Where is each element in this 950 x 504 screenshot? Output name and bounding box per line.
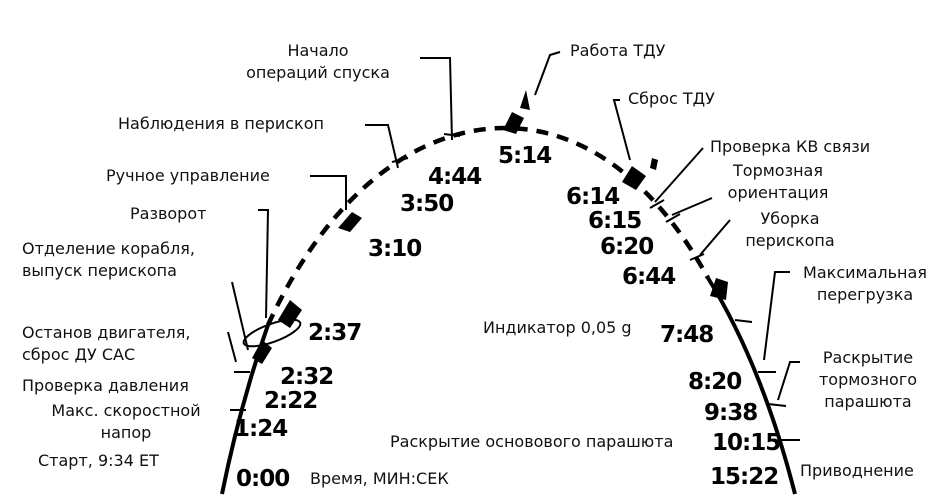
labels: Начало операций спуска Работа ТДУ Сброс Т… <box>22 41 927 488</box>
label-line: операций спуска <box>246 63 390 82</box>
label: Раскрытие тормозного парашюта <box>819 348 917 411</box>
time: 7:48 <box>660 322 713 348</box>
time: 6:15 <box>588 208 641 234</box>
time: 0:00 <box>236 466 289 492</box>
label: Начало операций спуска <box>246 41 390 82</box>
leader <box>227 331 237 363</box>
label: Ручное управление <box>106 166 270 185</box>
label: Сброс ТДУ <box>628 89 715 108</box>
label: Старт, 9:34 ET <box>38 451 159 470</box>
time: 2:32 <box>280 364 333 390</box>
label-line: ориентация <box>728 183 829 202</box>
flame <box>520 90 530 110</box>
time: 2:22 <box>264 388 317 414</box>
leaders <box>227 51 800 441</box>
label-line: выпуск перископа <box>22 261 177 280</box>
label: Уборка перископа <box>745 209 834 250</box>
label-line: напор <box>101 423 152 442</box>
time: 1:24 <box>234 416 287 442</box>
leader <box>231 281 249 351</box>
leader <box>258 209 270 319</box>
leader <box>699 219 731 256</box>
label-line: парашюта <box>824 392 911 411</box>
time: 9:38 <box>704 400 757 426</box>
label-line: перископа <box>745 231 834 250</box>
label-line: Уборка <box>760 209 819 228</box>
label-line: Макс. скоростной <box>51 401 200 420</box>
capsule <box>252 340 272 364</box>
label-line: Начало <box>287 41 348 60</box>
label: Наблюдения в перископ <box>118 114 324 133</box>
time: 15:22 <box>710 464 778 490</box>
capsule <box>338 212 362 232</box>
times: 0:00 1:24 2:22 2:32 2:37 3:10 3:50 4:44 … <box>234 143 781 492</box>
capsule <box>710 278 728 300</box>
capsule <box>622 166 646 190</box>
leader <box>365 124 399 169</box>
leader <box>654 147 704 203</box>
label: Останов двигателя, сброс ДУ САС <box>22 323 190 364</box>
capsule <box>503 112 524 134</box>
time: 3:10 <box>368 236 421 262</box>
leader <box>534 51 561 96</box>
time: 3:50 <box>400 191 453 217</box>
label: Работа ТДУ <box>570 41 666 60</box>
label: Разворот <box>130 204 206 223</box>
label-line: Отделение корабля, <box>22 239 195 258</box>
label-line: Тормозная <box>732 161 823 180</box>
rotation-arrow <box>242 318 302 348</box>
label-line: Максимальная <box>803 263 927 282</box>
time: 6:44 <box>622 264 675 290</box>
time: 6:14 <box>566 184 619 210</box>
capsule <box>278 300 302 328</box>
leader <box>763 271 790 361</box>
axis-label: Время, МИН:СЕК <box>310 469 449 488</box>
leader <box>612 99 631 161</box>
leader <box>777 361 800 401</box>
label: Отделение корабля, выпуск перископа <box>22 239 195 280</box>
time: 10:15 <box>712 430 780 456</box>
time: 8:20 <box>688 369 741 395</box>
label-line: тормозного <box>819 370 917 389</box>
label: Тормозная ориентация <box>728 161 829 202</box>
leader <box>420 57 453 141</box>
label-line: перегрузка <box>817 285 913 304</box>
time: 6:20 <box>600 234 653 260</box>
label: Приводнение <box>800 461 914 480</box>
label: Раскрытие основового парашюта <box>390 432 673 451</box>
time: 4:44 <box>428 164 481 190</box>
tick-marks <box>230 133 800 441</box>
label-line: сброс ДУ САС <box>22 345 135 364</box>
label: Проверка КВ связи <box>710 137 870 156</box>
leader <box>671 197 713 216</box>
time: 2:37 <box>308 320 361 346</box>
trajectory-dashed <box>265 125 710 326</box>
label-line: Останов двигателя, <box>22 323 190 342</box>
label-line: Раскрытие <box>823 348 913 367</box>
label: Индикатор 0,05 g <box>483 318 632 337</box>
label: Максимальная перегрузка <box>803 263 927 304</box>
leader <box>310 175 347 210</box>
time: 5:14 <box>498 143 551 169</box>
label: Макс. скоростной напор <box>51 401 200 442</box>
label: Проверка давления <box>22 376 189 395</box>
trajectory-descent <box>706 276 797 495</box>
spacecraft-icons <box>242 90 728 364</box>
debris <box>650 158 658 170</box>
